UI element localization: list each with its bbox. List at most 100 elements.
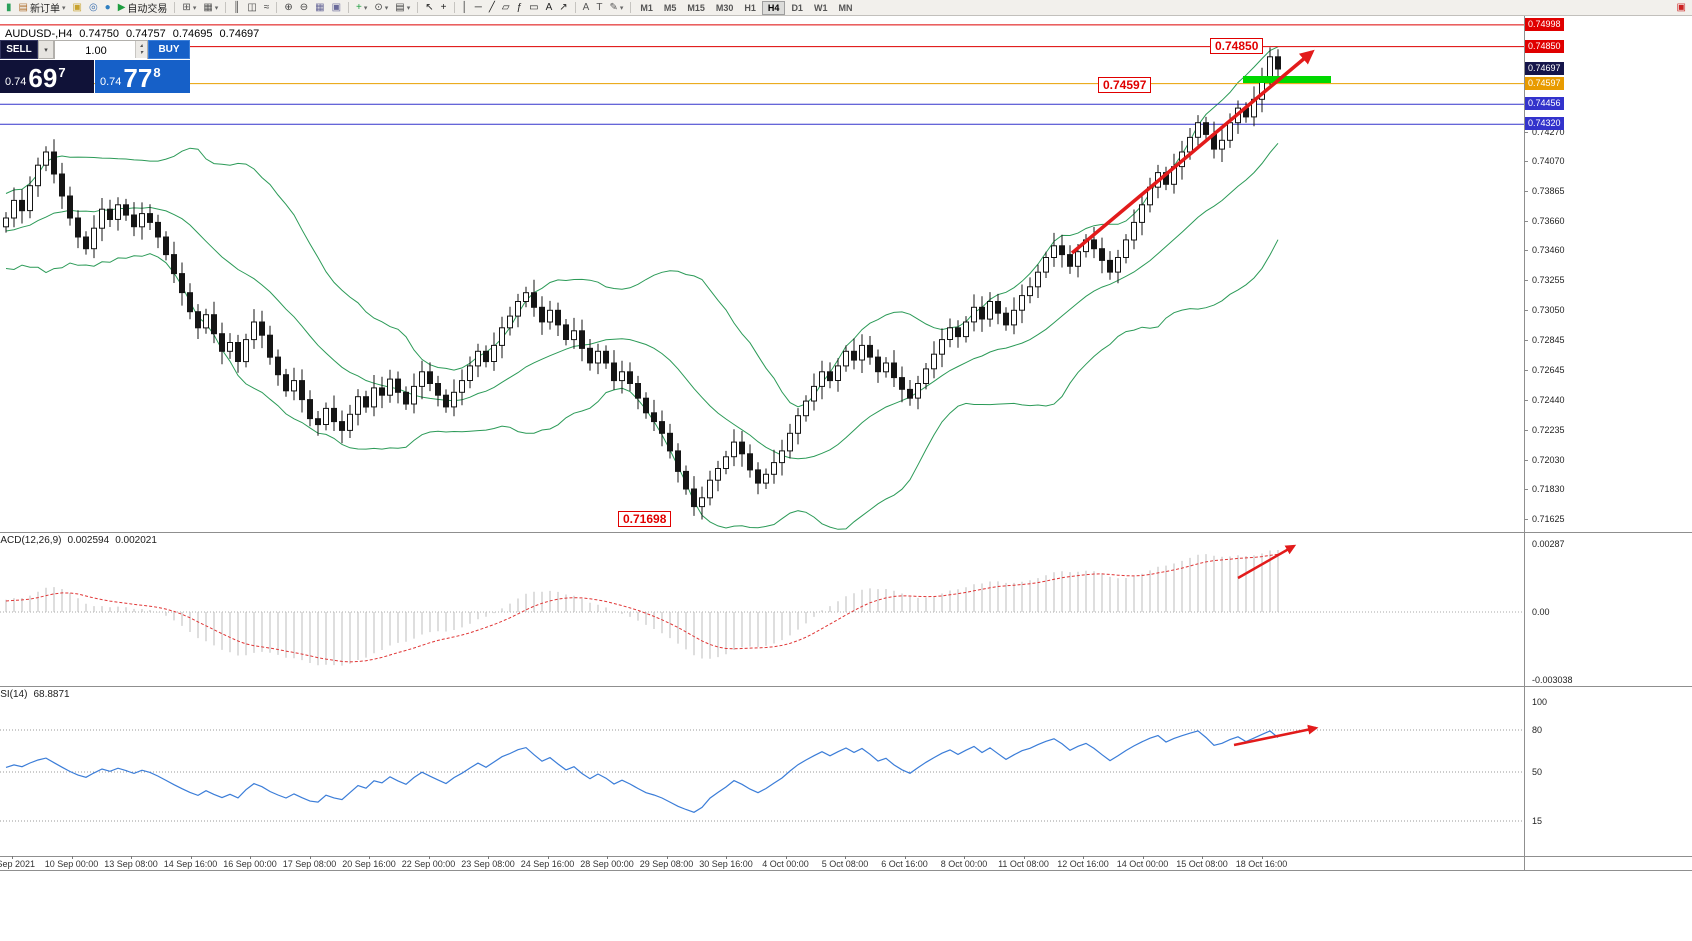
panel-separator: [0, 870, 1692, 871]
zoom-out-icon[interactable]: ⊖: [297, 1, 311, 15]
price-annotation-resistance: 0.74850: [1210, 38, 1264, 54]
title-high: 0.74757: [126, 28, 166, 40]
axis-tickmark: [1524, 250, 1528, 251]
title-symbol-period: AUDUSD-,H4: [5, 28, 73, 40]
periods-icon[interactable]: ⊙ ▾: [371, 1, 391, 15]
price-badge: 0.74998: [1525, 17, 1564, 31]
timeframe-M15[interactable]: M15: [687, 2, 705, 13]
buy-price-panel[interactable]: 0.74 77 8: [95, 60, 190, 93]
date-label: 17 Sep 08:00: [282, 859, 337, 869]
chart-symbol-icon[interactable]: ▮: [3, 1, 15, 15]
title-low: 0.74695: [172, 28, 213, 40]
line-chart-icon[interactable]: ≈: [261, 1, 273, 15]
panel-separator: [0, 686, 1692, 687]
axis-tickmark: [1524, 489, 1528, 490]
date-label: 16 Sep 00:00: [223, 859, 277, 869]
chart-window-icon[interactable]: ▣: [1674, 1, 1689, 15]
bar-chart-icon[interactable]: ║: [230, 1, 243, 15]
chevron-down-icon: ▾: [61, 4, 66, 12]
chart-symbol-icon: ▮: [6, 1, 12, 13]
text-icon[interactable]: A: [543, 1, 556, 15]
volume-input[interactable]: [55, 42, 147, 60]
date-label: 18 Oct 16:00: [1235, 859, 1288, 869]
indicators-icon[interactable]: + ▾: [353, 1, 370, 15]
date-label: 12 Oct 16:00: [1057, 859, 1109, 869]
axis-tickmark: [1524, 221, 1528, 222]
buy-price-pip: 8: [153, 65, 161, 80]
compass-icon[interactable]: ◎: [86, 1, 101, 15]
timeframe-W1[interactable]: W1: [813, 2, 828, 13]
timeframe-M1[interactable]: M1: [640, 2, 653, 13]
font-icon[interactable]: A: [580, 1, 593, 15]
sell-button[interactable]: SELL: [0, 40, 38, 59]
toolbar-separator: [574, 2, 576, 13]
textbox-icon: T: [596, 1, 603, 13]
new-order-button[interactable]: ▤ 新订单 ▾: [16, 1, 69, 16]
zoom-in-icon[interactable]: ⊕: [281, 1, 295, 15]
favorites-icon[interactable]: ▣: [69, 1, 84, 15]
axis-tickmark: [1524, 310, 1528, 311]
macd-axis-label: -0.003038: [1532, 675, 1573, 685]
candlestick-chart-icon[interactable]: ◫: [244, 1, 259, 15]
cascade-windows-icon[interactable]: ▣: [329, 1, 344, 15]
indicators-icon: +: [356, 1, 362, 13]
arrows-icon[interactable]: ↗: [556, 1, 570, 15]
profiles-icon[interactable]: ▦ ▾: [200, 1, 221, 15]
new-chart-icon[interactable]: ⊞ ▾: [179, 1, 199, 15]
trendline-icon[interactable]: ╱: [486, 1, 498, 15]
axis-tickmark: [1524, 370, 1528, 371]
timeframe-H4[interactable]: H4: [761, 0, 786, 15]
rsi-axis-label: 50: [1532, 767, 1543, 777]
spinner-up-icon[interactable]: ▴: [139, 42, 143, 49]
trendline-icon: ╱: [488, 1, 495, 13]
shapes-icon[interactable]: ▭: [526, 1, 541, 15]
timeframe-H1[interactable]: H1: [744, 2, 756, 13]
price-tick: 0.73460: [1532, 245, 1565, 256]
spinner-down-icon[interactable]: ▾: [139, 49, 143, 56]
axis-separator: [1524, 16, 1525, 870]
font-icon: A: [582, 1, 590, 13]
templates-icon[interactable]: ▤ ▾: [392, 1, 413, 15]
title-close: 0.74697: [219, 28, 260, 40]
axis-tickmark: [1524, 132, 1528, 133]
candlestick-chart-icon: ◫: [247, 1, 257, 13]
price-tick: 0.72030: [1532, 454, 1565, 465]
buy-price-prefix: 0.74: [100, 76, 122, 88]
vertical-line-icon[interactable]: │: [459, 1, 471, 15]
crosshair-icon[interactable]: +: [438, 1, 450, 15]
chevron-down-icon: ▾: [192, 4, 197, 12]
date-label: 14 Sep 16:00: [163, 859, 218, 869]
tile-windows-icon[interactable]: ▦: [312, 1, 327, 15]
price-tick: 0.71830: [1532, 483, 1565, 494]
chart-plot[interactable]: [0, 16, 1524, 856]
price-tick: 0.73865: [1532, 185, 1565, 196]
date-label: 10 Sep 00:00: [44, 859, 99, 869]
timeframe-D1[interactable]: D1: [791, 2, 803, 13]
sell-price-panel[interactable]: 0.74 69 7: [0, 60, 94, 93]
mql5-community-icon[interactable]: ●: [102, 1, 114, 15]
timeframe-MN[interactable]: MN: [838, 2, 853, 13]
date-label: 5 Oct 08:00: [821, 859, 869, 869]
textbox-icon[interactable]: T: [593, 1, 605, 15]
mql5-community-icon: ●: [104, 1, 111, 13]
autotrade-button[interactable]: ▶ 自动交易: [115, 1, 171, 16]
price-tick: 0.74270: [1532, 126, 1565, 137]
buy-button[interactable]: BUY: [148, 40, 190, 59]
price-badge: 0.74597: [1525, 76, 1564, 90]
title-open: 0.74750: [79, 28, 119, 40]
timeframe-M30[interactable]: M30: [715, 2, 734, 13]
new-order-button-label: 新订单: [29, 4, 60, 15]
chevron-down-icon: ▾: [619, 4, 624, 12]
channel-icon[interactable]: ▱: [499, 1, 513, 15]
draw-icon: ✎: [609, 1, 618, 13]
order-type-dropdown[interactable]: ▾: [38, 40, 54, 59]
cursor-icon[interactable]: ↖: [422, 1, 436, 15]
volume-spinner[interactable]: ▴ ▾: [135, 41, 147, 58]
timeframe-M5[interactable]: M5: [663, 2, 677, 13]
horizontal-line-icon[interactable]: ─: [472, 1, 485, 15]
rsi-axis-label: 15: [1532, 816, 1543, 826]
price-tick: 0.72845: [1532, 335, 1565, 346]
fibonacci-icon[interactable]: ƒ: [514, 1, 526, 15]
draw-icon[interactable]: ✎ ▾: [606, 1, 626, 15]
